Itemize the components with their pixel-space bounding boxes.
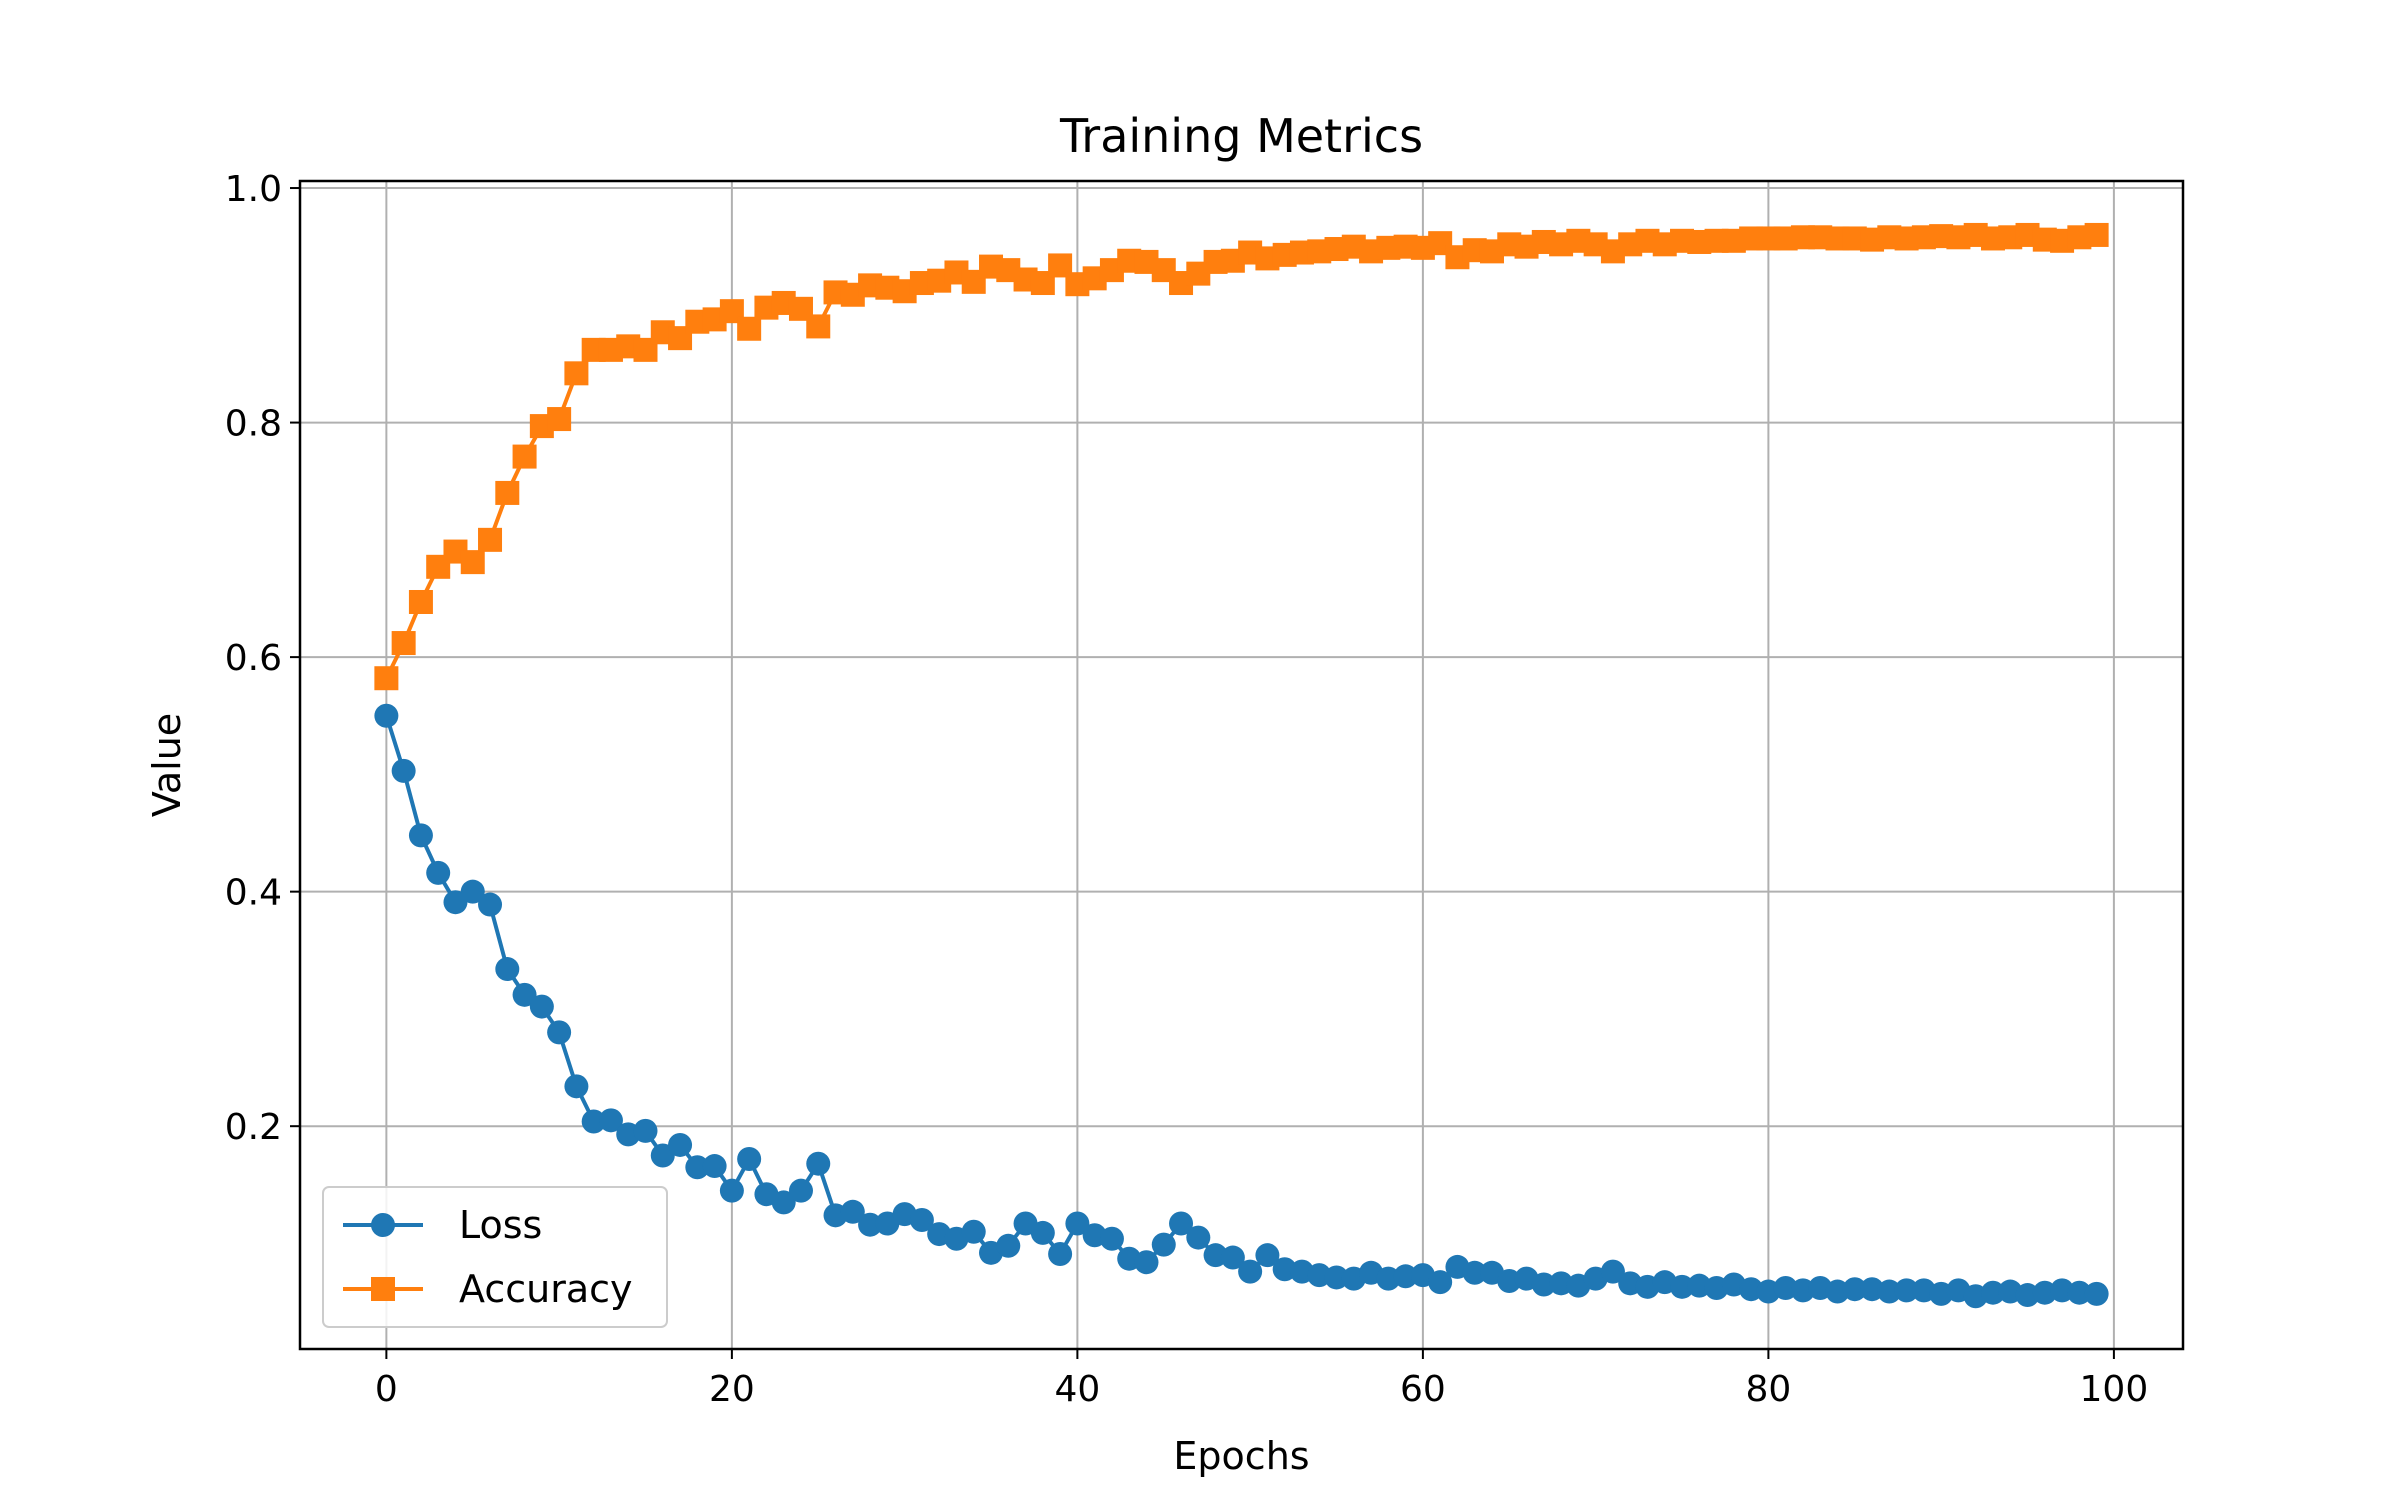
data-point-loss (771, 1190, 796, 1215)
data-point-loss (1324, 1265, 1349, 1290)
data-point-loss (2084, 1281, 2109, 1306)
data-point-loss (737, 1147, 762, 1172)
data-point-loss (996, 1233, 1021, 1258)
data-point-loss (512, 982, 537, 1007)
data-point-loss (1428, 1270, 1453, 1295)
data-point-accuracy (460, 550, 485, 575)
legend-box (322, 1186, 668, 1328)
series-layer (374, 222, 2109, 1309)
data-point-accuracy (495, 480, 520, 505)
data-point-loss (840, 1199, 865, 1224)
data-point-loss (598, 1108, 623, 1133)
data-point-loss (391, 758, 416, 783)
data-point-loss (529, 994, 554, 1019)
data-point-loss (2067, 1280, 2092, 1305)
legend-swatch-marker-accuracy (371, 1277, 395, 1301)
data-point-loss (581, 1109, 606, 1134)
data-point-loss (1980, 1280, 2005, 1305)
data-point-loss (633, 1118, 658, 1143)
data-point-loss (1186, 1225, 1211, 1250)
data-point-loss (374, 703, 399, 728)
data-point-accuracy (547, 407, 572, 432)
data-point-loss (460, 879, 485, 904)
data-point-loss (685, 1155, 710, 1180)
data-point-accuracy (806, 314, 831, 339)
data-point-loss (1462, 1260, 1487, 1285)
legend-label-loss: Loss (459, 1203, 542, 1247)
series-accuracy (374, 222, 2109, 691)
data-point-loss (547, 1020, 572, 1045)
y-tick-label: 0.4 (225, 873, 282, 914)
data-point-loss (788, 1178, 813, 1203)
chart-title: Training Metrics (1059, 109, 1423, 163)
data-point-loss (1134, 1250, 1159, 1275)
data-point-loss (1877, 1279, 1902, 1304)
data-point-accuracy (408, 589, 433, 614)
legend-label-accuracy: Accuracy (459, 1267, 633, 1311)
x-axis-label: Epochs (1173, 1434, 1309, 1478)
data-point-loss (961, 1219, 986, 1244)
y-tick-label: 0.2 (225, 1107, 282, 1148)
data-point-loss (1030, 1220, 1055, 1245)
data-point-accuracy (478, 527, 503, 552)
x-tick-label: 60 (1400, 1369, 1446, 1410)
x-tick-label: 40 (1054, 1369, 1100, 1410)
data-point-accuracy (374, 666, 399, 691)
data-point-loss (408, 823, 433, 848)
data-point-accuracy (1048, 253, 1073, 278)
x-tick-label: 100 (2080, 1369, 2149, 1410)
data-point-loss (702, 1154, 727, 1179)
data-point-loss (1670, 1274, 1695, 1299)
data-point-loss (858, 1212, 883, 1237)
x-tick-label: 80 (1745, 1369, 1791, 1410)
data-point-loss (1238, 1259, 1263, 1284)
data-point-accuracy (512, 444, 537, 469)
data-point-loss (1255, 1243, 1280, 1268)
data-point-loss (1169, 1211, 1194, 1236)
y-tick-label: 0.8 (225, 404, 282, 445)
data-point-loss (1393, 1264, 1418, 1289)
data-point-accuracy (737, 316, 762, 341)
data-point-loss (1099, 1226, 1124, 1251)
legend-entry-loss: Loss (343, 1203, 542, 1247)
data-point-loss (1531, 1272, 1556, 1297)
data-point-loss (650, 1143, 675, 1168)
legend: Loss Accuracy (322, 1186, 668, 1328)
data-point-loss (1894, 1278, 1919, 1303)
data-point-loss (909, 1208, 934, 1233)
data-point-loss (426, 860, 451, 885)
x-tick-label: 20 (709, 1369, 755, 1410)
data-point-accuracy (564, 361, 589, 386)
data-point-loss (1048, 1242, 1073, 1267)
data-point-accuracy (391, 631, 416, 656)
plot-area-frame (298, 179, 2185, 1351)
data-point-loss (495, 957, 520, 982)
legend-swatch-marker-loss (371, 1213, 395, 1237)
y-tick-label: 0.6 (225, 638, 282, 679)
data-point-accuracy (2084, 222, 2109, 247)
data-point-loss (443, 890, 468, 915)
data-point-loss (1600, 1259, 1625, 1284)
data-point-loss (1151, 1232, 1176, 1257)
data-point-loss (1842, 1277, 1867, 1302)
series-loss (374, 703, 2109, 1309)
data-point-loss (719, 1178, 744, 1203)
data-point-loss (478, 892, 503, 917)
y-tick-label: 1.0 (225, 169, 282, 210)
grid-lines (300, 181, 2183, 1349)
data-point-loss (1065, 1211, 1090, 1236)
data-point-loss (668, 1132, 693, 1157)
data-point-loss (1220, 1245, 1245, 1270)
data-point-loss (806, 1151, 831, 1176)
legend-entry-accuracy: Accuracy (343, 1267, 633, 1311)
data-point-loss (564, 1074, 589, 1099)
axis-ticks: 0 20 40 60 80 100 0.2 0.4 0.6 0.8 1.0 (225, 169, 2149, 1410)
x-tick-label: 0 (375, 1369, 398, 1410)
y-axis-label: Value (145, 713, 189, 817)
